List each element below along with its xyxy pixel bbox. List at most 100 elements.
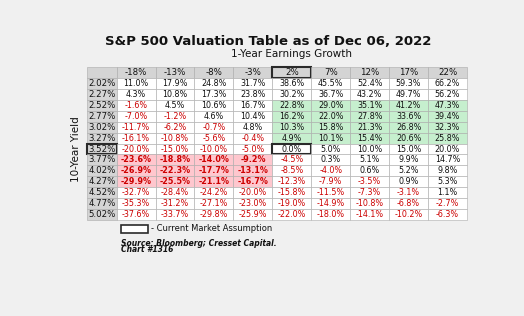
Text: 22.8%: 22.8%	[279, 101, 304, 110]
Text: -14.9%: -14.9%	[316, 199, 345, 208]
Text: -10.8%: -10.8%	[356, 199, 384, 208]
Text: -12.3%: -12.3%	[278, 177, 306, 186]
Text: 25.8%: 25.8%	[435, 134, 460, 143]
Bar	[117, 78, 156, 89]
Bar	[117, 166, 156, 176]
Text: 3.27%: 3.27%	[88, 134, 116, 143]
Text: 0.3%: 0.3%	[321, 155, 341, 164]
Text: 3.52%: 3.52%	[88, 144, 116, 154]
Text: -13%: -13%	[164, 68, 186, 77]
Text: 24.8%: 24.8%	[201, 79, 227, 88]
Text: 4.52%: 4.52%	[88, 188, 116, 197]
Bar	[156, 89, 194, 100]
Bar	[121, 225, 148, 233]
Bar	[272, 187, 311, 198]
Text: -23.0%: -23.0%	[239, 199, 267, 208]
Bar	[389, 67, 428, 78]
Text: 39.4%: 39.4%	[435, 112, 460, 121]
Text: 49.7%: 49.7%	[396, 90, 421, 99]
Text: -15.0%: -15.0%	[161, 144, 189, 154]
Text: -25.9%: -25.9%	[238, 210, 267, 219]
Text: 16.7%: 16.7%	[240, 101, 266, 110]
Text: 15.4%: 15.4%	[357, 134, 383, 143]
Text: 9.9%: 9.9%	[398, 155, 419, 164]
Text: 9.8%: 9.8%	[438, 167, 457, 175]
Text: -7.9%: -7.9%	[319, 177, 342, 186]
Bar	[350, 78, 389, 89]
Bar	[194, 155, 233, 166]
Text: -0.4%: -0.4%	[242, 134, 265, 143]
Bar	[233, 187, 272, 198]
Text: -10.2%: -10.2%	[395, 210, 423, 219]
Bar	[194, 176, 233, 187]
Text: 59.3%: 59.3%	[396, 79, 421, 88]
Bar	[272, 176, 311, 187]
Bar	[350, 133, 389, 143]
Text: -19.0%: -19.0%	[278, 199, 306, 208]
Bar	[350, 187, 389, 198]
Text: 47.3%: 47.3%	[435, 101, 460, 110]
Text: -21.1%: -21.1%	[199, 177, 230, 186]
Text: 30.2%: 30.2%	[279, 90, 304, 99]
Text: 5.0%: 5.0%	[321, 144, 341, 154]
Bar	[350, 100, 389, 111]
Text: -10.8%: -10.8%	[161, 134, 189, 143]
Text: 45.5%: 45.5%	[318, 79, 343, 88]
Bar	[428, 100, 467, 111]
Text: 2.02%: 2.02%	[88, 79, 116, 88]
Text: -23.6%: -23.6%	[121, 155, 151, 164]
Bar	[233, 143, 272, 155]
Text: -22.0%: -22.0%	[278, 210, 306, 219]
Text: -28.4%: -28.4%	[161, 188, 189, 197]
Bar	[233, 155, 272, 166]
Text: 0.6%: 0.6%	[359, 167, 380, 175]
Bar	[117, 198, 156, 209]
Text: -3.5%: -3.5%	[358, 177, 381, 186]
Text: 0.0%: 0.0%	[282, 144, 302, 154]
Text: -18%: -18%	[125, 68, 147, 77]
Bar	[87, 100, 117, 111]
Bar	[428, 176, 467, 187]
Text: -25.5%: -25.5%	[159, 177, 191, 186]
Bar	[350, 122, 389, 133]
Text: -1.6%: -1.6%	[125, 101, 148, 110]
Text: -13.1%: -13.1%	[237, 167, 268, 175]
Bar	[311, 143, 350, 155]
Bar	[156, 209, 194, 220]
Bar	[194, 111, 233, 122]
Bar	[156, 78, 194, 89]
Text: -14.1%: -14.1%	[356, 210, 384, 219]
Bar	[87, 89, 117, 100]
Bar	[389, 78, 428, 89]
Text: -20.0%: -20.0%	[239, 188, 267, 197]
Bar	[87, 209, 117, 220]
Text: 4.6%: 4.6%	[204, 112, 224, 121]
Text: 2.27%: 2.27%	[88, 90, 116, 99]
Bar	[87, 67, 117, 78]
Bar	[428, 122, 467, 133]
Text: -4.5%: -4.5%	[280, 155, 303, 164]
Text: 26.8%: 26.8%	[396, 123, 421, 132]
Bar	[156, 133, 194, 143]
Bar	[87, 122, 117, 133]
Text: 10.8%: 10.8%	[162, 90, 188, 99]
Text: -3.1%: -3.1%	[397, 188, 420, 197]
Text: -5.6%: -5.6%	[202, 134, 225, 143]
Bar	[87, 166, 117, 176]
Text: 14.7%: 14.7%	[435, 155, 460, 164]
Text: -18.0%: -18.0%	[316, 210, 345, 219]
Bar	[350, 209, 389, 220]
Text: -20.0%: -20.0%	[122, 144, 150, 154]
Text: - Current Market Assumption: - Current Market Assumption	[151, 224, 272, 234]
Bar	[233, 198, 272, 209]
Bar	[272, 166, 311, 176]
Bar	[117, 143, 156, 155]
Bar	[272, 111, 311, 122]
Text: -1.2%: -1.2%	[163, 112, 187, 121]
Bar	[156, 198, 194, 209]
Bar	[389, 209, 428, 220]
Bar	[194, 78, 233, 89]
Text: 17.9%: 17.9%	[162, 79, 188, 88]
Text: 5.1%: 5.1%	[359, 155, 380, 164]
Text: 10.4%: 10.4%	[240, 112, 266, 121]
